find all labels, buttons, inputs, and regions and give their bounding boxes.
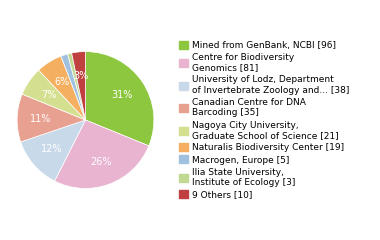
Wedge shape <box>17 94 85 142</box>
Text: 3%: 3% <box>73 71 89 81</box>
Wedge shape <box>86 52 154 146</box>
Wedge shape <box>39 56 86 120</box>
Text: 11%: 11% <box>30 114 52 124</box>
Text: 6%: 6% <box>54 77 70 87</box>
Wedge shape <box>61 54 86 120</box>
Text: 26%: 26% <box>90 157 112 167</box>
Legend: Mined from GenBank, NCBI [96], Centre for Biodiversity
Genomics [81], University: Mined from GenBank, NCBI [96], Centre fo… <box>179 41 349 199</box>
Wedge shape <box>68 53 86 120</box>
Text: 7%: 7% <box>41 90 57 100</box>
Wedge shape <box>72 52 86 120</box>
Wedge shape <box>22 70 86 120</box>
Wedge shape <box>55 120 149 188</box>
Text: 31%: 31% <box>112 90 133 100</box>
Text: 12%: 12% <box>41 144 63 154</box>
Wedge shape <box>21 120 86 181</box>
